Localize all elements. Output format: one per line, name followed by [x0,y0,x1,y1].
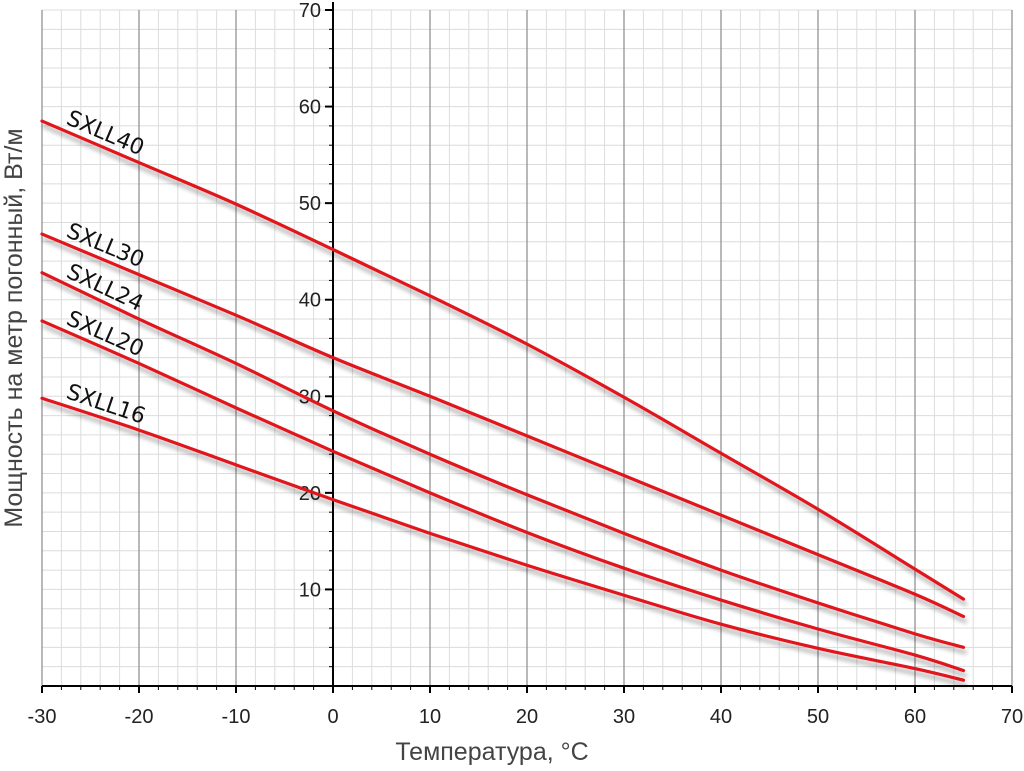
series-lines [40,119,966,682]
x-tick-label: 0 [327,706,338,728]
y-tick-label: 70 [299,0,321,22]
series-line-sxll24 [40,271,966,649]
x-tick-label: 40 [710,706,732,728]
x-tick-label: 10 [419,706,441,728]
y-axis-label: Мощность на метр погонный, Вт/м [0,128,28,527]
x-tick-label: 60 [904,706,926,728]
y-tick-label: 60 [299,97,321,119]
y-tick-label: 50 [299,193,321,215]
x-tick-label: 30 [613,706,635,728]
x-tick-label: -30 [28,706,57,728]
x-axis-label: Температура, °С [395,738,588,766]
series-line-sxll20 [40,319,966,673]
x-tick-label: -10 [222,706,251,728]
series-label-sxll40: SXLL40 [63,106,148,161]
series-line-sxll16 [40,396,966,682]
series-label-sxll16: SXLL16 [63,380,148,430]
x-tick-label: -20 [125,706,154,728]
x-tick-label: 20 [516,706,538,728]
series-line-sxll40 [40,119,966,601]
y-tick-label: 40 [299,290,321,312]
series-line-sxll30 [40,232,966,619]
x-tick-label: 70 [1001,706,1023,728]
y-tick-label: 10 [299,579,321,601]
grid [41,9,1013,686]
x-tick-label: 50 [807,706,829,728]
